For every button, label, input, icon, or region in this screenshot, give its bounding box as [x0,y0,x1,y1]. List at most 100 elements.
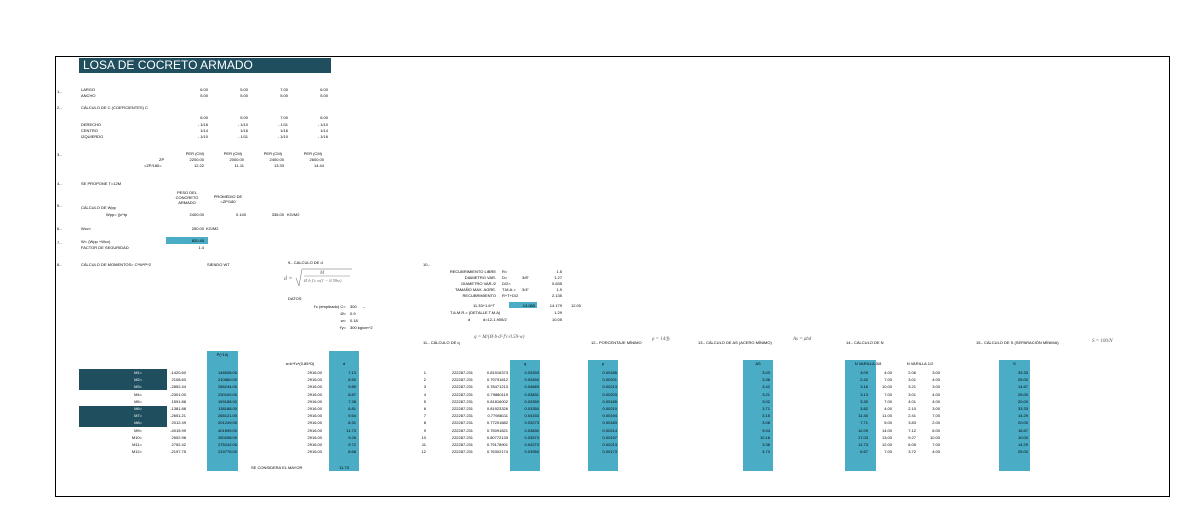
s-cell: 25.00 [1017,377,1028,383]
rho-cell: 0.00213 [602,384,617,390]
moment-label: M8= [134,420,142,426]
n1b-cell: 4.00 [884,370,892,375]
q-cell: 0.03350 [524,406,539,411]
fs-label: FACTOR DE SEGURIDAD [81,245,129,250]
rho-cell: 0.00173 [602,449,617,455]
s10-eq: D/2= [502,281,511,286]
n1-cell: 12.09 [857,427,868,433]
s10-line2-value: 1.29 [554,310,562,315]
as-cell: 3.03 [762,370,770,375]
datos-value: 0.18 [350,318,358,323]
qb-cell: 0.81816002 [486,398,508,404]
largo-value: 6.00 [200,87,208,92]
s-cell: 14.29 [1017,442,1028,447]
s10-d-label: d [468,317,471,322]
as-cell: 10.16 [759,434,770,440]
n1b-cell: 4.00 [884,406,892,411]
moment-value: 1591.88 [171,398,186,404]
s10-label: DIAMETRO VAR. [464,275,496,280]
nvarilla-column [845,360,876,471]
momentos-label: CÁLCULO DE MOMENTOS= C*W*P^2 [81,262,152,267]
largo-value: 5.00 [240,87,248,92]
largo-label: LARGO [81,87,96,92]
q-cell: 0.03333 [524,370,539,375]
qb-cell: 0.75091821 [486,427,508,433]
p10-cell: 265121.00 [218,413,237,419]
datos-label: w= [340,318,346,323]
qb-cell: 0.79880119 [487,391,508,397]
n1-cell: 2.42 [860,377,868,383]
n2b-cell: 7.00 [932,442,940,447]
qb-cell: 0.81923326 [486,406,508,411]
moment-label: M1= [134,370,142,375]
n1-cell: 17.03 [857,434,868,440]
moment-value: -4015.99 [170,427,186,433]
s10-label: RECUBRIMIENTO [462,293,496,298]
row-index: 9 [423,427,426,433]
coef-head: 5.00 [240,115,248,120]
rho-column [588,360,618,471]
n1b-cell: 7.00 [884,398,892,404]
rho-cell: 0.00194 [602,413,617,419]
d-cell: 9.89 [348,384,356,390]
section-number: 3.- [57,152,62,157]
p10-cell: 275242.00 [218,442,237,447]
n1-cell: 11.40 [858,413,868,419]
q-cell: 0.03273 [524,420,539,426]
s-column [999,360,1030,471]
coef-cell: - 1/10 [197,134,208,139]
moment-label: M3= [134,384,142,390]
s10-line3-value: 10.05 [551,317,562,322]
p10-cell: 148008.00 [218,370,237,375]
qb-cell: 0.80772133 [486,434,508,440]
moment-value: -2301.00 [170,391,186,397]
n2b-cell: 2.00 [932,420,940,426]
n2-cell: 3.21 [908,384,916,390]
a-cell: 2916.00 [307,413,322,419]
section-number: 4.- [57,181,62,186]
per-head: PER (CM) [263,151,282,156]
n2-cell: 3.01 [908,377,916,383]
moment-label: M2= [134,377,142,383]
section-number: 8.- [57,262,62,267]
n1b-cell: 7.00 [884,449,892,455]
n2-cell: 2.06 [908,370,916,375]
p10-cell: 401599.00 [218,427,237,433]
datos-value: 300 kg/cm^2 [350,325,373,330]
as-cell: 3.36 [762,442,770,447]
promedio-value: 0.140 [235,212,246,217]
s10-line1-box: 13.065 [522,303,535,308]
n1-cell: 3.09 [860,370,868,375]
a-cell: 2916.00 [307,370,322,375]
ancho-value: 5.00 [240,93,248,98]
step-13-label: 13.- CÁLCULO DE AS (ACERO MÍNIMO) [698,340,772,345]
as-cell: 3.15 [762,413,770,419]
rho-cell: 0.00201 [602,377,617,383]
row-index: 8 [423,420,426,426]
a-cell: 2916.00 [307,406,322,411]
s-cell: 20.00 [1017,420,1028,426]
n2b-cell: 4.00 [932,391,940,397]
zp180-value: 12.22 [193,163,204,168]
s10-value: 0.635 [551,281,562,286]
row-index: 5 [423,398,426,404]
n2-cell: 7.12 [908,427,916,433]
s10-eq: R+T+D/2 [502,293,519,298]
n2b-cell: 10.00 [929,434,940,440]
ancho-value: 5.00 [280,93,288,98]
svg-text:M: M [319,271,325,276]
fc-arrow: ← [362,304,366,309]
qa-cell: 222287.231 [451,406,473,411]
as-cell: 3.71 [762,406,770,411]
s10-value: 1.27 [554,275,562,280]
per-head: PER (CM) [303,151,322,156]
s10-label: DIAMETRO VAR./2 [461,281,496,286]
n2b-cell: 4.00 [932,449,940,455]
qa-cell: 222287.231 [451,370,473,375]
moment-label: M10= [131,434,142,440]
section-number: 7.- [57,240,62,245]
promedio-head: PROMEDIO DE =ZP/180 [213,194,243,204]
moment-value: -2197.75 [170,449,186,455]
step-11-label: 11.- CÁLCULO DE q [423,340,460,345]
zp180-value: 11.11 [234,163,244,168]
